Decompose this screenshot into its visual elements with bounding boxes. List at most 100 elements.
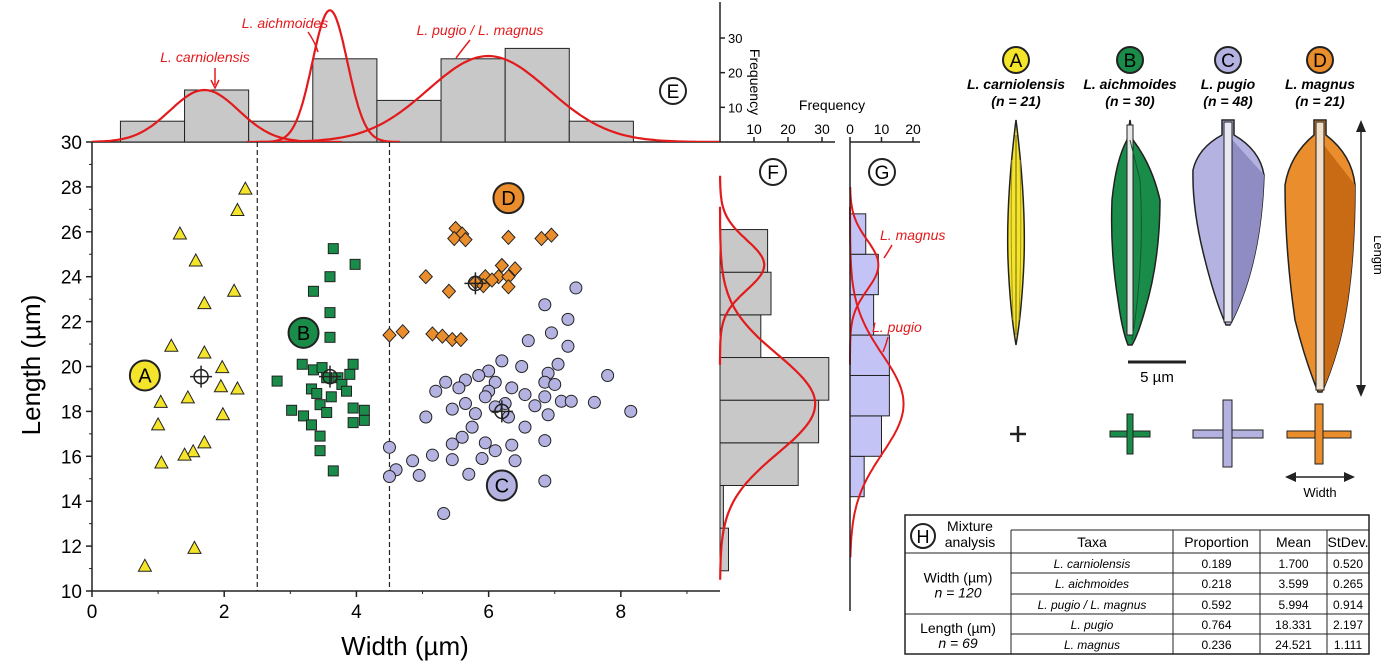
point-a — [214, 359, 230, 374]
point-c — [445, 402, 459, 416]
label-carniolensis: L. carniolensis — [160, 49, 250, 65]
g-tick-label: 10 — [874, 121, 890, 137]
e-tick-label: 20 — [728, 66, 742, 81]
point-b — [327, 243, 339, 255]
y-tick-label: 30 — [61, 133, 82, 154]
panel-g-circle — [868, 158, 896, 186]
x-axis-label: Width (µm) — [341, 631, 469, 661]
specimen-b-midrib — [1126, 124, 1134, 336]
scatter-points — [137, 181, 638, 572]
table-cell: 0.914 — [1333, 598, 1363, 612]
point-c — [569, 281, 583, 295]
f-frequency-label: Frequency — [799, 97, 865, 113]
e-curve-labels: L. carniolensis L. aichmoides L. pugio /… — [160, 15, 543, 90]
point-b — [347, 402, 359, 414]
g-bar — [849, 415, 882, 457]
specimen-b-veins — [1129, 139, 1142, 341]
point-c — [561, 312, 575, 326]
point-c — [437, 507, 451, 521]
f-bar — [719, 357, 830, 401]
point-d — [501, 279, 516, 295]
point-d — [494, 257, 510, 274]
table-cell: 0.592 — [1201, 598, 1231, 612]
specimen-a-veins — [1010, 159, 1022, 321]
panel-e-label: E — [667, 82, 680, 103]
table-cell: L. aichmoides — [1055, 577, 1129, 591]
point-d — [544, 227, 559, 243]
point-c — [624, 404, 638, 418]
f-tick-label: 30 — [814, 121, 830, 137]
point-b — [311, 387, 323, 399]
table-header: Taxa — [1077, 534, 1107, 550]
x-tick-label: 2 — [219, 602, 230, 623]
point-b — [324, 331, 336, 343]
specimen-a-name: L. carniolensis — [967, 76, 1065, 92]
mean-cross-b — [318, 365, 341, 388]
point-c — [445, 437, 459, 451]
point-b — [307, 285, 319, 297]
point-d — [418, 268, 434, 285]
point-c — [564, 394, 578, 408]
table-cell: 1.700 — [1278, 557, 1308, 571]
f-curve-1 — [718, 175, 766, 365]
table-cell: L. pugio / L. magnus — [1038, 598, 1147, 612]
point-c — [587, 395, 601, 409]
table-cell: 1.111 — [1334, 638, 1363, 652]
point-b — [358, 404, 370, 416]
point-c — [452, 381, 466, 395]
specimen-c-badge — [1214, 46, 1242, 74]
point-c — [425, 448, 439, 462]
y-tick-label: 26 — [61, 223, 82, 244]
badge-b-label: B — [297, 323, 310, 345]
point-a — [154, 454, 169, 469]
y-tick-label: 20 — [61, 358, 82, 379]
point-a — [197, 344, 212, 359]
y-tick-label: 28 — [61, 178, 82, 199]
point-a — [197, 295, 212, 310]
point-d — [484, 272, 500, 288]
point-a — [230, 202, 245, 216]
point-c — [412, 468, 426, 482]
arrow-pugio-magnus — [455, 39, 471, 59]
specimen-c-name: L. pugio — [1201, 76, 1256, 92]
e-curve-1 — [259, 9, 401, 142]
f-bar — [719, 314, 762, 359]
label-aichmoides: L. aichmoides — [242, 15, 328, 31]
point-a — [230, 380, 245, 395]
point-c — [548, 377, 562, 391]
group-dividers — [256, 142, 391, 591]
specimen-d-badge — [1306, 46, 1334, 74]
point-a — [137, 558, 153, 572]
panel-e-circle — [659, 77, 687, 105]
e-bar — [184, 89, 250, 143]
specimen-b-shape — [1110, 119, 1161, 346]
point-c — [419, 410, 433, 424]
histogram-f: 10 20 30 Frequency — [718, 97, 865, 580]
y-tick-label: 22 — [61, 313, 82, 334]
point-c — [406, 454, 420, 468]
e-bar — [440, 58, 506, 143]
specimen-d-midrib — [1315, 121, 1325, 391]
point-a — [188, 252, 204, 267]
f-bar — [719, 484, 724, 529]
table-cell: 0.189 — [1201, 557, 1231, 571]
cross-section-d-v — [1314, 403, 1324, 465]
e-tick-label: 30 — [728, 31, 742, 46]
point-d — [453, 331, 469, 348]
g-tick-label: 0 — [846, 121, 854, 137]
point-c — [465, 420, 479, 434]
point-c — [551, 357, 565, 371]
point-c — [528, 399, 542, 413]
e-bar — [568, 120, 634, 143]
y-tick-label: 10 — [61, 582, 82, 603]
point-b — [296, 358, 308, 370]
group-mean-markers — [190, 272, 513, 423]
point-b — [347, 358, 359, 370]
specimen-a-count: (n = 21) — [991, 93, 1041, 109]
point-c — [472, 368, 486, 382]
point-a — [153, 394, 169, 408]
badge-c — [485, 469, 518, 502]
point-b — [298, 410, 310, 422]
